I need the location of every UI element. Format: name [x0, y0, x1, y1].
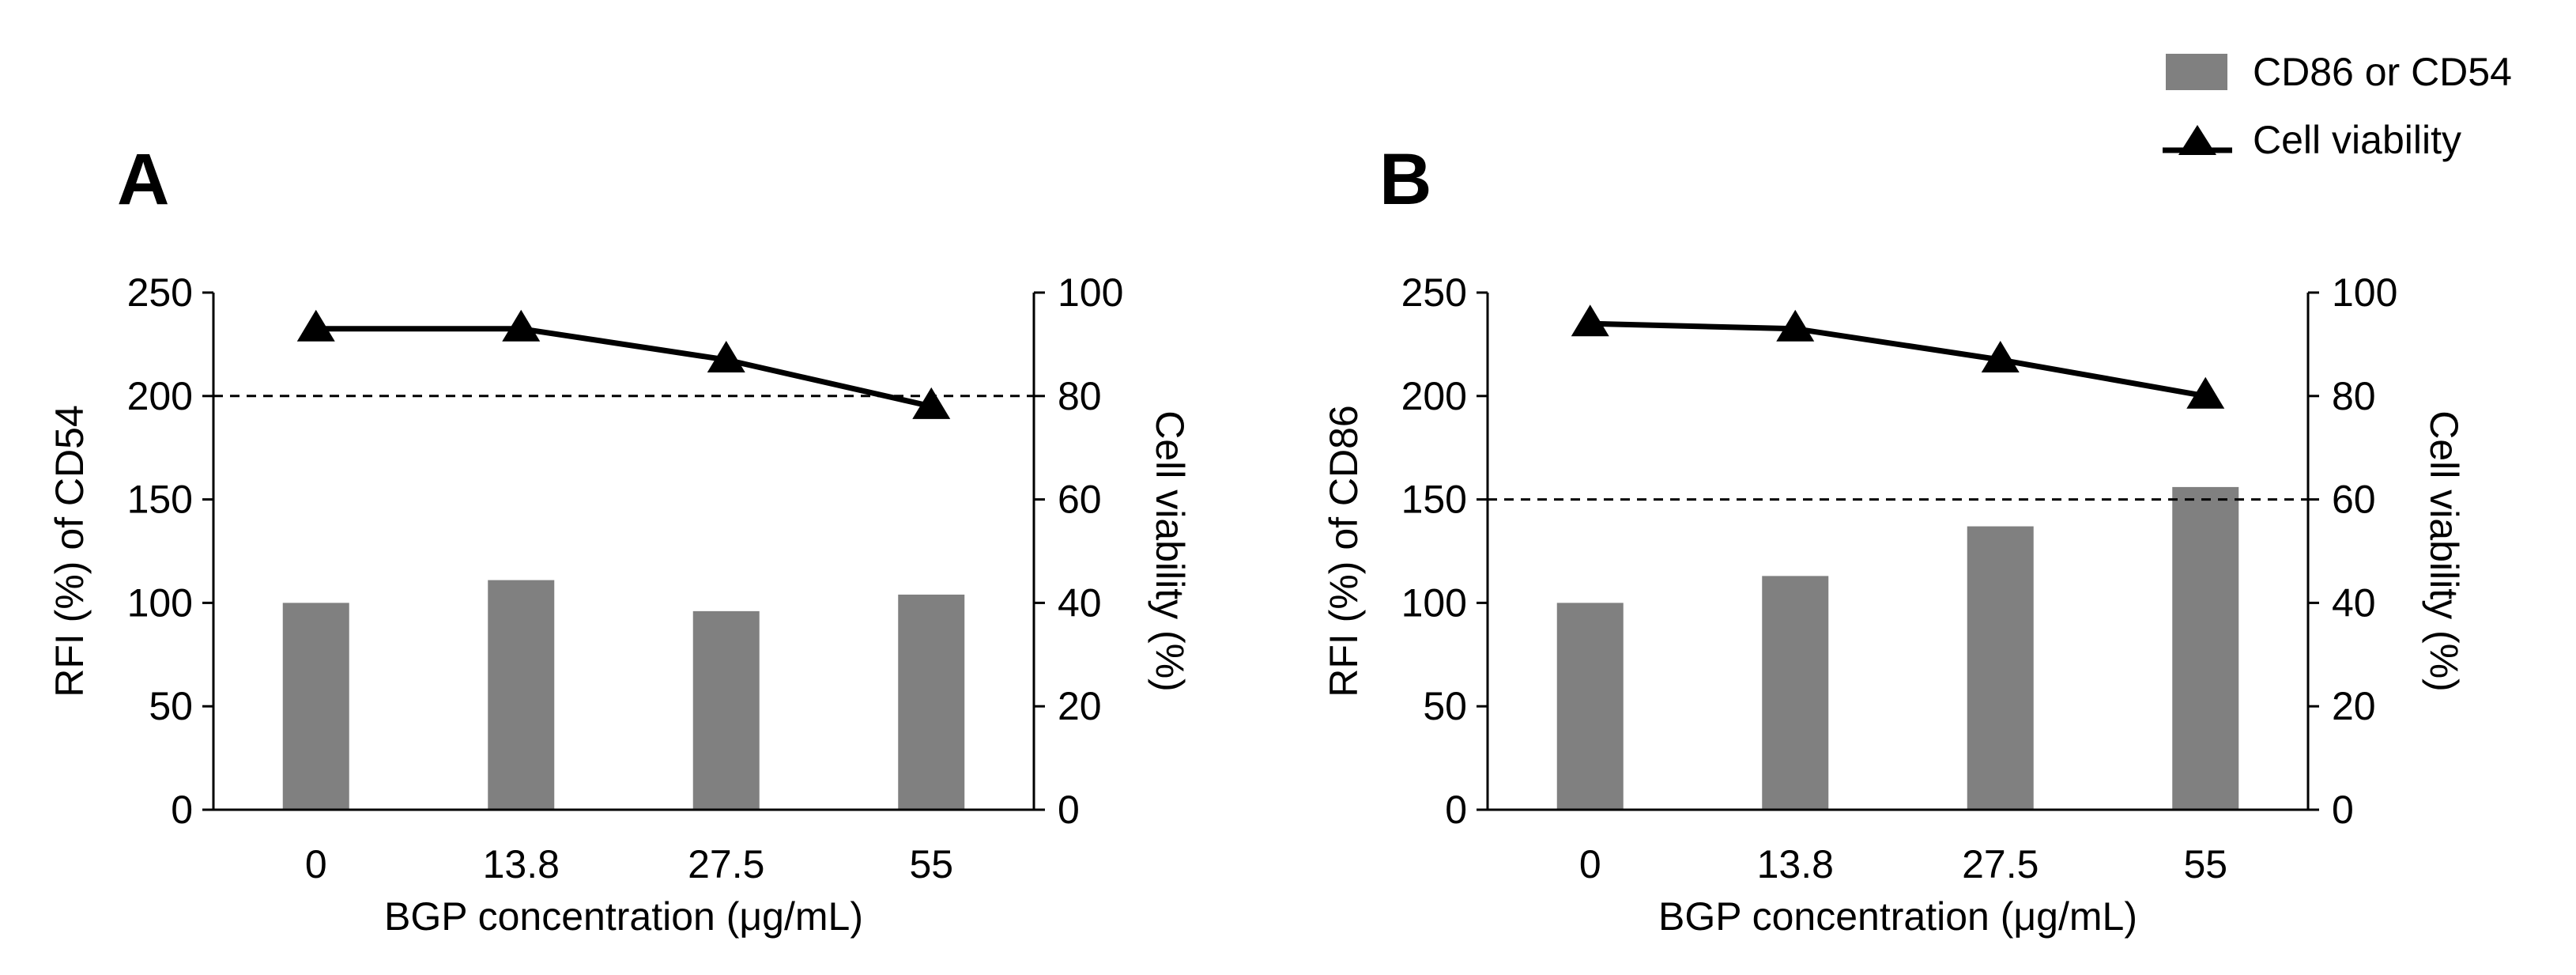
right-tick-label: 60 [2332, 478, 2376, 522]
left-y-axis-title: RFI (%) of CD54 [47, 405, 92, 697]
viability-marker [707, 341, 745, 373]
right-tick-label: 40 [1058, 580, 1102, 625]
left-tick-label: 100 [1401, 580, 1467, 625]
left-tick-label: 50 [1423, 684, 1467, 728]
x-axis-title: BGP concentration (μg/mL) [384, 894, 863, 939]
bar [1762, 576, 1829, 810]
left-tick-label: 250 [1401, 270, 1467, 315]
viability-marker [1571, 304, 1609, 337]
legend-bar-swatch [2166, 54, 2227, 90]
left-tick-label: 200 [1401, 374, 1467, 418]
viability-marker [1981, 341, 2020, 373]
viability-line [1590, 320, 2206, 399]
right-tick-label: 100 [1058, 270, 1123, 315]
bar [488, 580, 555, 810]
right-tick-label: 0 [2332, 788, 2354, 832]
right-y-axis-title: Cell viability (%) [1148, 410, 1192, 692]
x-tick-label: 13.8 [1757, 842, 1834, 886]
left-tick-label: 250 [127, 270, 193, 315]
right-tick-label: 100 [2332, 270, 2397, 315]
legend-bar-label: CD86 or CD54 [2253, 50, 2512, 94]
left-tick-label: 50 [149, 684, 193, 728]
left-tick-label: 150 [127, 478, 193, 522]
left-tick-label: 0 [171, 788, 193, 832]
x-axis-title: BGP concentration (μg/mL) [1658, 894, 2137, 939]
x-tick-label: 55 [2183, 842, 2227, 886]
x-tick-label: 13.8 [483, 842, 560, 886]
left-y-axis-title: RFI (%) of CD86 [1322, 405, 1366, 697]
x-tick-label: 55 [909, 842, 953, 886]
panel-letter: B [1379, 139, 1431, 220]
right-tick-label: 20 [2332, 684, 2376, 728]
panel-letter: A [117, 139, 169, 220]
left-tick-label: 100 [127, 580, 193, 625]
right-tick-label: 60 [1058, 478, 1102, 522]
bar [282, 603, 349, 810]
panel-b: B 0 50 100 150 200 250 0 20 40 60 80 100 0 13.8 27.5 55 B… [1322, 139, 2466, 939]
viability-marker [912, 387, 951, 419]
right-tick-label: 0 [1058, 788, 1080, 832]
legend: CD86 or CD54 Cell viability [2163, 50, 2512, 162]
left-tick-label: 0 [1445, 788, 1467, 832]
bar [1967, 526, 2034, 810]
x-tick-label: 27.5 [688, 842, 764, 886]
x-tick-label: 27.5 [1962, 842, 2039, 886]
legend-triangle-marker-icon [2178, 125, 2216, 155]
bar [898, 594, 965, 810]
viability-marker [502, 309, 541, 342]
bar [1556, 603, 1624, 810]
bar [2172, 486, 2239, 810]
viability-marker [2186, 376, 2225, 409]
x-tick-label: 0 [1579, 842, 1601, 886]
right-tick-label: 40 [2332, 580, 2376, 625]
left-tick-label: 150 [1401, 478, 1467, 522]
legend-line-label: Cell viability [2253, 118, 2461, 162]
right-tick-label: 20 [1058, 684, 1102, 728]
viability-marker [1776, 309, 1815, 342]
bar [692, 610, 760, 810]
right-tick-label: 80 [1058, 374, 1102, 418]
viability-line [315, 326, 933, 410]
left-tick-label: 200 [127, 374, 193, 418]
right-y-axis-title: Cell viability (%) [2422, 410, 2466, 692]
right-tick-label: 80 [2332, 374, 2376, 418]
x-tick-label: 0 [305, 842, 327, 886]
viability-marker [296, 309, 335, 342]
panel-a: A 0 50 100 150 200 250 0 20 40 60 80 100 0 13.8 27.5 55 B… [47, 139, 1192, 939]
